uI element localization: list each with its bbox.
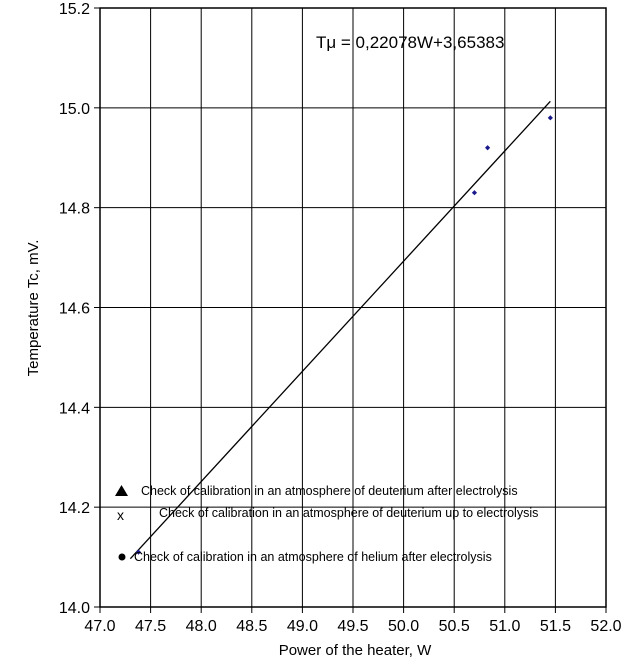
legend: Check of calibration in an atmosphere of… <box>115 484 538 564</box>
y-tick-labels: 14.0 14.2 14.4 14.6 14.8 15.0 15.2 <box>59 1 90 617</box>
x-tick-label: 48.0 <box>186 618 217 635</box>
data-points <box>135 115 553 555</box>
x-axis-label: Power of the heater, W <box>279 642 432 659</box>
y-tick-label: 14.8 <box>59 201 90 218</box>
x-tick-label: 51.5 <box>540 618 571 635</box>
data-point <box>471 190 478 196</box>
x-tick-label: 50.0 <box>388 618 419 635</box>
x-tick-label: 47.0 <box>84 618 115 635</box>
circle-marker-icon <box>118 553 126 561</box>
legend-label: Check of calibration in an atmosphere of… <box>141 484 518 498</box>
x-tick-label: 50.5 <box>439 618 470 635</box>
y-axis-label: Temperature Tc, mV. <box>25 240 42 377</box>
legend-entry-deuterium-before: x Check of calibration in an atmosphere … <box>117 506 538 523</box>
x-tick-label: 47.5 <box>135 618 166 635</box>
x-tick-label: 51.0 <box>489 618 520 635</box>
y-tick-label: 15.0 <box>59 101 90 118</box>
legend-label: Check of calibration in an atmosphere of… <box>159 506 538 520</box>
x-tick-label: 49.5 <box>337 618 368 635</box>
triangle-marker-icon <box>115 485 128 496</box>
data-point <box>484 145 491 151</box>
x-tick-label: 52.0 <box>590 618 621 635</box>
y-tick-label: 14.0 <box>59 600 90 617</box>
legend-entry-helium-after: Check of calibration in an atmosphere of… <box>118 550 492 564</box>
x-tick-label: 48.5 <box>236 618 267 635</box>
plot-frame <box>99 7 607 608</box>
x-tick-labels: 47.0 47.5 48.0 48.5 49.0 49.5 50.0 50.5 51.0 51.5… <box>84 618 621 635</box>
y-tick-label: 14.4 <box>59 400 90 417</box>
data-point <box>547 115 553 121</box>
x-tick-label: 49.0 <box>287 618 318 635</box>
y-tick-label: 14.6 <box>59 301 90 318</box>
x-marker-icon: x <box>117 507 124 523</box>
legend-entry-deuterium-after: Check of calibration in an atmosphere of… <box>115 484 518 498</box>
trendline-equation: Tμ = 0,22078W+3,65383 <box>316 33 504 52</box>
y-tick-label: 15.2 <box>59 1 90 18</box>
legend-label: Check of calibration in an atmosphere of… <box>134 550 492 564</box>
trendline <box>129 100 551 560</box>
y-tick-label: 14.2 <box>59 500 90 517</box>
data-point <box>135 549 142 555</box>
